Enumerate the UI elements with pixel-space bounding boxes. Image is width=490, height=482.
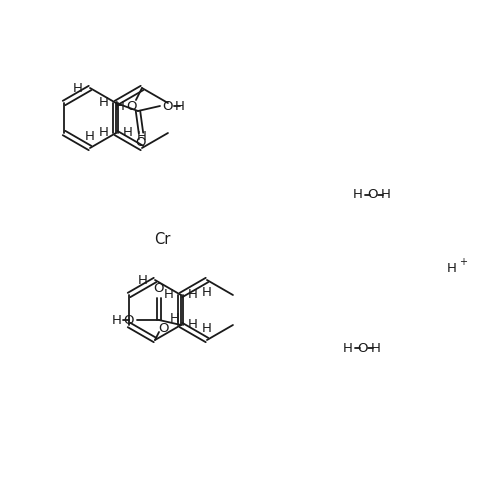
Text: H: H bbox=[447, 262, 457, 275]
Text: H: H bbox=[170, 311, 180, 324]
Text: O: O bbox=[124, 313, 134, 326]
Text: H: H bbox=[137, 130, 147, 143]
Text: H: H bbox=[99, 126, 109, 139]
Text: H: H bbox=[73, 81, 83, 94]
Text: H: H bbox=[99, 96, 109, 109]
Text: O: O bbox=[154, 282, 164, 295]
Text: O: O bbox=[163, 99, 173, 112]
Text: H: H bbox=[371, 342, 381, 354]
Text: H: H bbox=[353, 188, 363, 201]
Text: H: H bbox=[164, 289, 174, 302]
Text: O: O bbox=[136, 135, 146, 148]
Text: +: + bbox=[459, 257, 467, 267]
Text: Cr: Cr bbox=[154, 232, 170, 247]
Text: O: O bbox=[367, 188, 377, 201]
Text: H: H bbox=[188, 289, 198, 302]
Text: H: H bbox=[112, 313, 122, 326]
Text: H: H bbox=[202, 321, 212, 335]
Text: H: H bbox=[138, 273, 148, 286]
Text: H: H bbox=[343, 342, 353, 354]
Text: H: H bbox=[188, 319, 198, 332]
Text: O: O bbox=[357, 342, 367, 354]
Text: H: H bbox=[123, 126, 133, 139]
Text: H: H bbox=[85, 130, 95, 143]
Text: O: O bbox=[158, 321, 168, 335]
Text: O: O bbox=[127, 99, 137, 112]
Text: H: H bbox=[115, 99, 125, 112]
Text: H: H bbox=[175, 99, 185, 112]
Text: H: H bbox=[202, 285, 212, 298]
Text: H: H bbox=[381, 188, 391, 201]
